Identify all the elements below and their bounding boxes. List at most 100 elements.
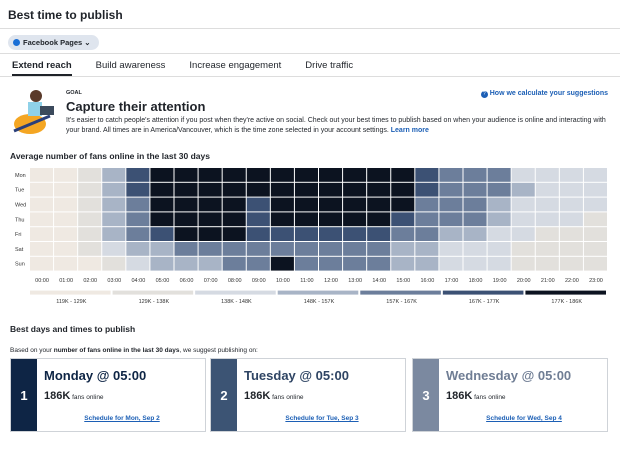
suggestion-card: 3 Wednesday @ 05:00 186K fans online Schedu… bbox=[412, 358, 608, 432]
heatmap-cell bbox=[54, 168, 78, 182]
heatmap-cell bbox=[78, 212, 102, 227]
heatmap-cell bbox=[343, 168, 367, 182]
column-label: 02:00 bbox=[83, 278, 97, 284]
tab[interactable]: Increase engagement bbox=[189, 60, 282, 71]
heatmap-cell bbox=[54, 182, 78, 197]
heatmap-cell bbox=[463, 168, 487, 182]
heatmap-cell bbox=[222, 182, 246, 197]
heatmap-cell bbox=[270, 197, 294, 212]
heatmap-cell bbox=[511, 212, 535, 227]
row-label: Sat bbox=[15, 247, 24, 253]
heatmap-cell bbox=[583, 182, 607, 197]
heatmap-cell bbox=[415, 212, 439, 227]
heatmap-cell bbox=[391, 212, 415, 227]
filter-dropdown[interactable]: Facebook Pages ⌄ bbox=[8, 35, 99, 50]
heatmap-cell bbox=[439, 256, 463, 271]
heatmap-cell bbox=[415, 242, 439, 256]
tab[interactable]: Build awareness bbox=[95, 60, 166, 71]
heatmap-cell bbox=[439, 242, 463, 256]
column-label: 05:00 bbox=[156, 278, 170, 284]
fans-value: 186K bbox=[244, 390, 271, 402]
heatmap-cell bbox=[150, 197, 174, 212]
heatmap-cell bbox=[391, 197, 415, 212]
heatmap-cell bbox=[54, 242, 78, 256]
heatmap-cell bbox=[559, 212, 583, 227]
heatmap-cell bbox=[415, 256, 439, 271]
suggestion-card: 2 Tuesday @ 05:00 186K fans online Schedule… bbox=[210, 358, 406, 432]
heatmap-cell bbox=[367, 197, 391, 212]
column-label: 09:00 bbox=[252, 278, 266, 284]
heatmap-cell bbox=[270, 256, 294, 271]
intro-text: Based on your bbox=[10, 347, 54, 354]
heatmap-cell bbox=[102, 168, 126, 182]
heatmap-cell bbox=[463, 242, 487, 256]
heatmap-cell bbox=[198, 182, 222, 197]
tab[interactable]: Drive traffic bbox=[305, 60, 354, 71]
heatmap-cell bbox=[126, 168, 150, 182]
schedule-link[interactable]: Schedule for Mon, Sep 2 bbox=[84, 415, 160, 422]
heatmap-cell bbox=[222, 227, 246, 241]
heatmap-cell bbox=[126, 182, 150, 197]
heatmap-cell bbox=[583, 242, 607, 256]
schedule-link[interactable]: Schedule for Tue, Sep 3 bbox=[285, 415, 359, 422]
column-label: 10:00 bbox=[276, 278, 290, 284]
heatmap-cell bbox=[319, 168, 343, 182]
heatmap-cell bbox=[319, 182, 343, 197]
heatmap-cell bbox=[319, 197, 343, 212]
tab[interactable]: Extend reach bbox=[12, 60, 72, 76]
help-link-text: How we calculate your suggestions bbox=[489, 90, 608, 97]
column-label: 00:00 bbox=[35, 278, 49, 284]
heatmap-cell bbox=[559, 182, 583, 197]
heatmap-cell bbox=[246, 197, 270, 212]
heatmap-cell bbox=[150, 242, 174, 256]
heatmap-cell bbox=[30, 212, 54, 227]
heatmap-cell bbox=[487, 197, 511, 212]
heatmap-cell bbox=[174, 256, 198, 271]
heatmap-cell bbox=[487, 227, 511, 241]
column-label: 20:00 bbox=[517, 278, 531, 284]
learn-more-link[interactable]: Learn more bbox=[390, 127, 429, 134]
heatmap-cell bbox=[294, 242, 318, 256]
fans: 186K fans online bbox=[244, 390, 304, 402]
heatmap-cell bbox=[270, 242, 294, 256]
heatmap-cell bbox=[174, 168, 198, 182]
heatmap-cell bbox=[102, 212, 126, 227]
heatmap-cell bbox=[439, 212, 463, 227]
fans-unit: fans online bbox=[474, 394, 506, 401]
heatmap-cell bbox=[246, 227, 270, 241]
legend-label: 129K - 138K bbox=[139, 299, 170, 305]
heatmap-cell bbox=[535, 227, 559, 241]
rank: 2 bbox=[211, 359, 237, 431]
heatmap-cell bbox=[343, 197, 367, 212]
column-label: 13:00 bbox=[348, 278, 362, 284]
heatmap-cell bbox=[174, 227, 198, 241]
tab-bar: Extend reach Build awareness Increase enga… bbox=[12, 60, 377, 76]
column-label: 18:00 bbox=[469, 278, 483, 284]
heatmap-cell bbox=[439, 168, 463, 182]
heatmap-cell bbox=[367, 256, 391, 271]
heatmap-cell bbox=[319, 212, 343, 227]
row-label: Sun bbox=[15, 262, 25, 268]
goal-title: Capture their attention bbox=[66, 99, 206, 114]
heatmap-cell bbox=[102, 197, 126, 212]
help-link[interactable]: ? How we calculate your suggestions bbox=[480, 90, 608, 98]
heatmap-cell bbox=[126, 256, 150, 271]
suggestion-card: 1 Monday @ 05:00 186K fans online Schedule … bbox=[10, 358, 206, 432]
legend-label: 138K - 148K bbox=[221, 299, 252, 305]
heatmap-cell bbox=[30, 227, 54, 241]
column-label: 23:00 bbox=[589, 278, 603, 284]
heatmap-cell bbox=[583, 212, 607, 227]
row-label: Wed bbox=[15, 202, 26, 208]
heatmap-cell bbox=[150, 227, 174, 241]
heatmap-cell bbox=[535, 256, 559, 271]
column-label: 12:00 bbox=[324, 278, 338, 284]
intro-bold: number of fans online in the last 30 day… bbox=[53, 347, 180, 354]
filter-label: Facebook Pages bbox=[23, 38, 83, 47]
heatmap-cell bbox=[198, 212, 222, 227]
divider bbox=[0, 53, 620, 54]
schedule-link[interactable]: Schedule for Wed, Sep 4 bbox=[486, 415, 562, 422]
heatmap-cell bbox=[54, 227, 78, 241]
goal-text: It's easier to catch people's attention … bbox=[66, 117, 606, 134]
heatmap-cell bbox=[78, 182, 102, 197]
